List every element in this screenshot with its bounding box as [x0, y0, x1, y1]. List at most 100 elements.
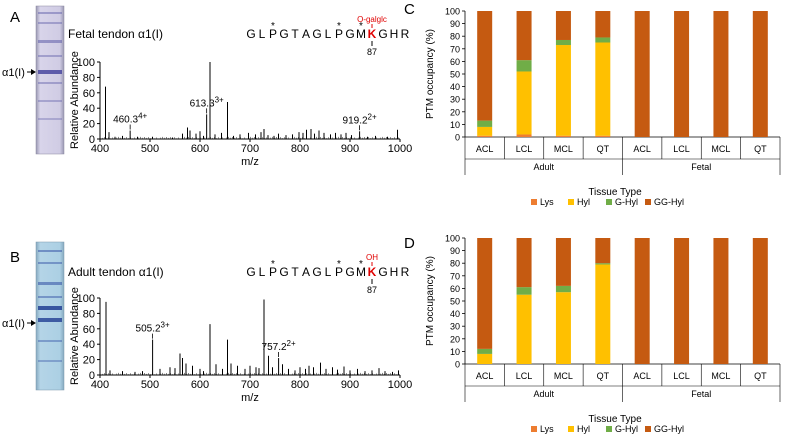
- category-label: MCL: [711, 371, 730, 381]
- y-tick-label: 30: [450, 322, 460, 332]
- y-tick-label: 40: [450, 82, 460, 92]
- group-label: Fetal: [691, 389, 711, 399]
- x-tick-label: 700: [241, 143, 259, 155]
- bar-segment-gg-hyl: [634, 238, 650, 364]
- y-tick-label: 80: [83, 72, 95, 84]
- x-axis-label-a: m/z: [241, 156, 259, 168]
- legend-label: Hyl: [577, 197, 590, 207]
- bar-segment-hyl: [516, 294, 532, 364]
- hydroxyproline-star: *: [271, 21, 275, 32]
- y-tick-label: 20: [83, 355, 95, 367]
- sequence-residue: R: [401, 27, 410, 41]
- y-axis-label-c: PTM occupancy (%): [425, 29, 436, 119]
- sequence-residue: G: [279, 27, 288, 41]
- legend-swatch-g-hyl: [606, 426, 612, 432]
- y-tick-label: 80: [450, 32, 460, 42]
- y-axis-label-d: PTM occupancy (%): [425, 256, 436, 346]
- bar-segment-gg-hyl: [555, 11, 571, 40]
- group-label: Adult: [533, 389, 554, 399]
- bar-segment-g-hyl: [555, 285, 571, 293]
- residue-number: 87: [367, 47, 377, 57]
- spectrum-peak-labels-a: 460.34+ 613.33+ 919.22+: [113, 95, 377, 131]
- sequence-residue: M: [356, 27, 366, 41]
- x-axis-label-c: Tissue Type: [588, 187, 642, 198]
- spectrum-peak-labels-b: 505.23+ 757.22+: [136, 321, 296, 358]
- modification-label: OH: [366, 253, 378, 262]
- sequence-residue: G: [312, 27, 321, 41]
- y-tick-label: 0: [455, 133, 460, 143]
- bar-segment-hyl: [555, 292, 571, 364]
- sequence-residue: G: [378, 265, 387, 279]
- category-label: QT: [597, 144, 610, 154]
- sequence-residue: G: [246, 265, 255, 279]
- sequence-residue: G: [345, 27, 354, 41]
- y-tick-label: 100: [445, 234, 460, 244]
- group-label: Fetal: [691, 162, 711, 172]
- y-tick-label: 90: [450, 246, 460, 256]
- stacked-bar-chart-c: 0 10 20 30 40 50 60 70 80 90 100 ACL LCL MCL QT ACL LCL M…: [445, 7, 781, 175]
- category-label: MCL: [554, 371, 573, 381]
- panel-letter-d: D: [404, 235, 415, 252]
- category-label: LCL: [673, 144, 690, 154]
- sequence-residue: P: [335, 27, 343, 41]
- y-tick-label: 100: [77, 293, 95, 305]
- bar-segment-gg-hyl: [752, 238, 768, 364]
- peak-label-mz: 757.2: [262, 342, 287, 353]
- x-tick-label: 700: [241, 379, 259, 391]
- sequence-residue: L: [325, 265, 332, 279]
- legend-label: GG-Hyl: [654, 424, 684, 434]
- bar-segment-gg-hyl: [555, 238, 571, 286]
- bar-segment-hyl: [595, 42, 611, 136]
- bar-segment-g-hyl: [516, 287, 532, 295]
- peak-label: 613.33+: [190, 95, 224, 109]
- y-axis-label-b: Relative Abundance: [69, 287, 81, 385]
- bar-segment-g-hyl: [595, 37, 611, 43]
- y-tick-label: 40: [450, 309, 460, 319]
- x-tick-label: 600: [191, 143, 209, 155]
- gel-band: [38, 70, 62, 74]
- legend-label: Hyl: [577, 424, 590, 434]
- gel-band: [38, 22, 62, 24]
- legend-swatch-hyl: [568, 426, 574, 432]
- bar-segment-gg-hyl: [713, 238, 729, 364]
- gel-band: [38, 118, 62, 120]
- category-label: LCL: [516, 371, 533, 381]
- gel-band: [38, 55, 62, 57]
- gel-band: [38, 340, 62, 342]
- gel-lane: [35, 5, 65, 155]
- panel-letter-c: C: [404, 1, 415, 18]
- y-tick-label: 100: [77, 57, 95, 69]
- legend-swatch-lys: [531, 426, 537, 432]
- y-tick-label: 50: [450, 297, 460, 307]
- legend-label: Lys: [540, 197, 554, 207]
- bar-segment-hyl: [516, 71, 532, 135]
- peak-label: 919.22+: [343, 112, 377, 126]
- hydroxyproline-star: *: [337, 259, 341, 270]
- legend-label: G-Hyl: [615, 424, 638, 434]
- bar-segment-gg-hyl: [516, 11, 532, 61]
- bar-segment-lys: [555, 135, 571, 137]
- category-label: ACL: [476, 144, 494, 154]
- y-tick-label: 70: [450, 44, 460, 54]
- x-tick-label: 1000: [388, 379, 412, 391]
- hydroxyproline-star: *: [359, 21, 363, 32]
- bar-segment-hyl: [595, 264, 611, 364]
- legend-c: Lys Hyl G-Hyl GG-Hyl: [531, 197, 684, 207]
- y-tick-label: 40: [83, 103, 95, 115]
- sequence-residue: L: [259, 27, 266, 41]
- category-label: ACL: [476, 371, 494, 381]
- bar-segment-lys: [595, 135, 611, 137]
- sequence-residue: L: [259, 265, 266, 279]
- peak-label-mz: 919.2: [343, 115, 368, 126]
- x-axis-label-d: Tissue Type: [588, 414, 642, 425]
- y-tick-label: 0: [89, 370, 95, 382]
- bar-segment-lys: [477, 135, 493, 137]
- category-label: ACL: [633, 144, 651, 154]
- sequence-residue: L: [325, 27, 332, 41]
- y-tick-label: 50: [450, 70, 460, 80]
- spectrum-axes-a: [99, 62, 400, 140]
- category-label: LCL: [516, 144, 533, 154]
- sequence-residue: M: [356, 265, 366, 279]
- x-axis-label-b: m/z: [241, 392, 259, 404]
- bar-segment-hyl: [555, 45, 571, 136]
